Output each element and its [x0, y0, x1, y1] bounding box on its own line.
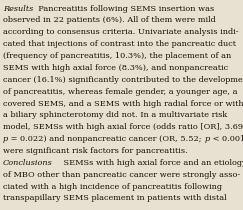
Text: transpapillary SEMS placement in patients with distal: transpapillary SEMS placement in patient… [3, 194, 226, 202]
Text: according to consensus criteria. Univariate analysis indi-: according to consensus criteria. Univari… [3, 28, 238, 36]
Text: ciated with a high incidence of pancreatitis following: ciated with a high incidence of pancreat… [3, 183, 222, 191]
Text: covered SEMS, and a SEMS with high radial force or without: covered SEMS, and a SEMS with high radia… [3, 100, 243, 108]
Text: Results: Results [3, 5, 33, 13]
Text: p: p [204, 135, 209, 143]
Text: (frequency of pancreatitis, 10.3%), the placement of an: (frequency of pancreatitis, 10.3%), the … [3, 52, 231, 60]
Text: of MBO other than pancreatic cancer were strongly asso-: of MBO other than pancreatic cancer were… [3, 171, 240, 179]
Text: SEMSs with high axial force and an etiology: SEMSs with high axial force and an etiol… [53, 159, 243, 167]
Text: model, SEMSs with high axial force (odds ratio [OR], 3.69;: model, SEMSs with high axial force (odds… [3, 123, 243, 131]
Text: < 0.001): < 0.001) [209, 135, 243, 143]
Text: were significant risk factors for pancreatitis.: were significant risk factors for pancre… [3, 147, 188, 155]
Text: p: p [3, 135, 8, 143]
Text: of pancreatitis, whereas female gender, a younger age, a: of pancreatitis, whereas female gender, … [3, 88, 237, 96]
Text: = 0.022) and nonpancreatic cancer (OR, 5.52;: = 0.022) and nonpancreatic cancer (OR, 5… [8, 135, 204, 143]
Text: Conclusions: Conclusions [3, 159, 53, 167]
Text: a biliary sphincterotomy did not. In a multivariate risk: a biliary sphincterotomy did not. In a m… [3, 111, 227, 119]
Text: cated that injections of contrast into the pancreatic duct: cated that injections of contrast into t… [3, 40, 236, 48]
Text: SEMS with high axial force (8.3%), and nonpancreatic: SEMS with high axial force (8.3%), and n… [3, 64, 228, 72]
Text: Pancreatitis following SEMS insertion was: Pancreatitis following SEMS insertion wa… [33, 5, 214, 13]
Text: observed in 22 patients (6%). All of them were mild: observed in 22 patients (6%). All of the… [3, 17, 216, 25]
Text: cancer (16.1%) significantly contributed to the development: cancer (16.1%) significantly contributed… [3, 76, 243, 84]
